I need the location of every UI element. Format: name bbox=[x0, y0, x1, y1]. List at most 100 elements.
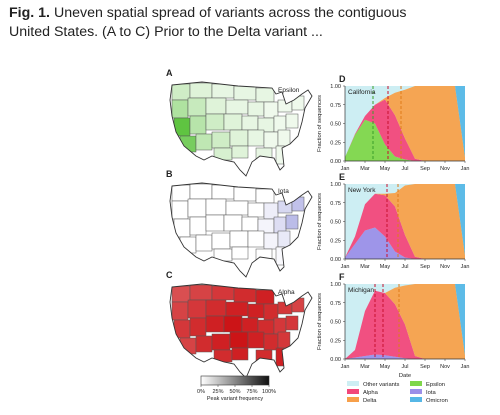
map-letter: A bbox=[166, 68, 173, 78]
state-region bbox=[231, 347, 249, 361]
state-region bbox=[189, 82, 213, 99]
x-tick-label: Jul bbox=[401, 264, 408, 270]
state-region bbox=[291, 95, 305, 111]
state-region bbox=[213, 349, 233, 363]
map-letter: C bbox=[166, 270, 173, 280]
x-tick-label: Mar bbox=[360, 166, 370, 172]
state-region bbox=[205, 299, 227, 317]
state-region bbox=[211, 285, 235, 301]
legend-label: Omicron bbox=[426, 398, 448, 404]
legend-swatch-delta bbox=[347, 397, 359, 402]
y-tick-label: 1.00 bbox=[330, 282, 341, 288]
state-region bbox=[255, 188, 275, 204]
y-axis-label: Fraction of sequences bbox=[317, 193, 323, 250]
map-variant-label: Iota bbox=[278, 188, 289, 195]
state-region bbox=[171, 184, 191, 202]
state-region bbox=[189, 115, 207, 135]
state-region bbox=[213, 248, 233, 262]
state-region bbox=[189, 284, 213, 301]
colorbar-tick-label: 50% bbox=[229, 389, 240, 395]
legend-swatch-alpha bbox=[347, 389, 359, 394]
caption-text: Uneven spatial spread of variants across… bbox=[9, 5, 407, 40]
state-region bbox=[277, 129, 291, 147]
x-tick-label: Jan bbox=[461, 166, 470, 172]
state-region bbox=[263, 333, 279, 351]
state-region bbox=[285, 214, 299, 230]
legend-label: Epsilon bbox=[426, 382, 445, 388]
state-region bbox=[255, 147, 273, 161]
legend-swatch-epsilon bbox=[410, 381, 422, 386]
us-map-epsilon bbox=[169, 81, 313, 177]
state-region bbox=[255, 289, 275, 305]
area-delta bbox=[345, 184, 465, 259]
area-epsilon bbox=[345, 119, 465, 161]
state-region bbox=[187, 198, 207, 218]
state-region bbox=[187, 97, 207, 117]
state-region bbox=[277, 230, 291, 248]
x-tick-label: May bbox=[380, 166, 391, 172]
state-region bbox=[213, 147, 233, 161]
state-region bbox=[171, 301, 189, 321]
state-region bbox=[247, 129, 265, 147]
state-region bbox=[229, 129, 249, 147]
state-region bbox=[225, 301, 249, 317]
state-region bbox=[231, 246, 249, 260]
x-tick-label: Nov bbox=[440, 264, 450, 270]
area-alpha bbox=[345, 193, 465, 259]
state-region bbox=[255, 248, 273, 262]
y-tick-label: 0.25 bbox=[330, 140, 341, 146]
state-region bbox=[205, 97, 227, 115]
state-region bbox=[195, 234, 213, 252]
colorbar-tick-label: 25% bbox=[212, 389, 223, 395]
state-region bbox=[285, 315, 299, 331]
y-tick-label: 0.25 bbox=[330, 338, 341, 344]
state-region bbox=[273, 216, 287, 234]
y-axis-label: Fraction of sequences bbox=[317, 95, 323, 152]
colorbar-tick-label: 75% bbox=[246, 389, 257, 395]
us-map-iota bbox=[169, 182, 313, 278]
area-chart-michigan bbox=[343, 283, 466, 361]
state-region bbox=[223, 315, 243, 333]
state-region bbox=[247, 230, 265, 248]
panel-state-label: Michigan bbox=[348, 287, 374, 294]
y-tick-label: 0.75 bbox=[330, 201, 341, 207]
panel-letter: D bbox=[339, 74, 346, 84]
legend-swatch-iota bbox=[410, 389, 422, 394]
x-tick-label: Jan bbox=[341, 264, 350, 270]
state-region bbox=[171, 200, 189, 220]
x-tick-label: Jan bbox=[341, 166, 350, 172]
y-axis-label: Fraction of sequences bbox=[317, 293, 323, 350]
state-region bbox=[229, 331, 249, 349]
map-states bbox=[171, 284, 305, 367]
state-region bbox=[285, 113, 299, 129]
state-region bbox=[247, 331, 265, 349]
x-tick-label: Nov bbox=[440, 364, 450, 370]
x-tick-label: Jan bbox=[341, 364, 350, 370]
state-region bbox=[247, 303, 265, 319]
map-outline bbox=[169, 283, 313, 379]
colorbar-label: Peak variant frequency bbox=[207, 396, 264, 402]
state-region bbox=[189, 317, 207, 337]
state-region bbox=[195, 133, 213, 151]
panel-state-label: New York bbox=[348, 187, 376, 194]
area-delta bbox=[345, 284, 465, 359]
x-tick-label: Jul bbox=[401, 364, 408, 370]
legend-swatch-other-variants bbox=[347, 381, 359, 386]
x-tick-label: May bbox=[380, 264, 391, 270]
state-region bbox=[233, 186, 257, 202]
state-region bbox=[273, 115, 287, 133]
y-tick-label: 1.00 bbox=[330, 182, 341, 188]
state-region bbox=[263, 202, 279, 220]
state-region bbox=[211, 333, 231, 351]
state-region bbox=[273, 317, 287, 335]
state-region bbox=[223, 214, 243, 232]
state-region bbox=[233, 85, 257, 101]
colorbar bbox=[200, 375, 270, 386]
state-region bbox=[205, 198, 227, 216]
panel-letter: F bbox=[339, 272, 345, 282]
colorbar-tick-label: 0% bbox=[197, 389, 205, 395]
state-region bbox=[255, 349, 273, 363]
y-tick-label: 0.25 bbox=[330, 238, 341, 244]
legend-label: Alpha bbox=[363, 390, 379, 396]
